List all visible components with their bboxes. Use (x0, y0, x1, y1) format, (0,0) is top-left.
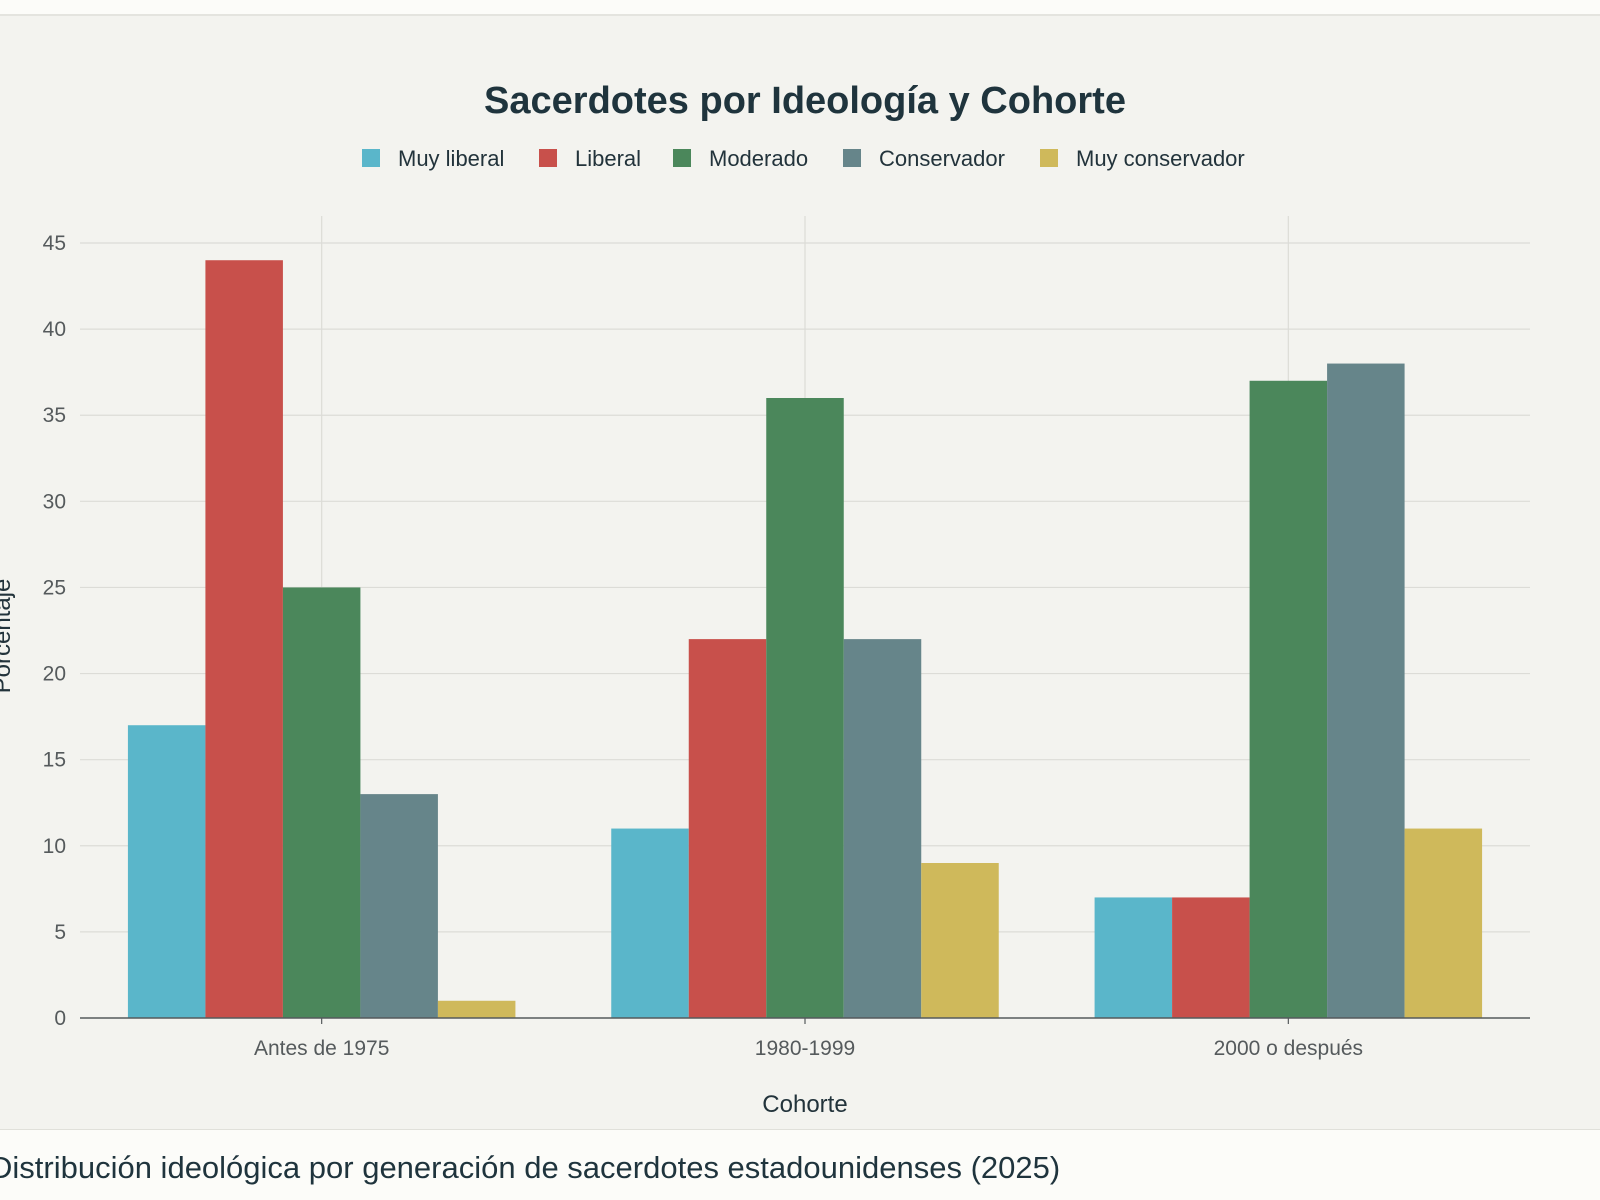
legend-label[interactable]: Liberal (575, 146, 641, 171)
y-axis: 0 5 10 15 20 25 30 35 40 45 (43, 232, 66, 1030)
bar-liberal[interactable] (1172, 897, 1250, 1018)
bar-muy-conservador[interactable] (921, 863, 999, 1018)
bar-moderado[interactable] (1249, 380, 1328, 1018)
legend: Muy liberal Liberal Moderado Conservador Muy… (362, 146, 1245, 171)
y-tick-label: 25 (43, 576, 66, 599)
y-tick-label: 10 (43, 835, 66, 858)
chart-panel: Sacerdotes por Ideología y Cohorte Muy l… (0, 16, 1600, 1129)
bar-muy-conservador[interactable] (437, 1000, 516, 1018)
legend-swatch (1040, 149, 1058, 167)
y-tick-label: 30 (43, 490, 66, 513)
bar-conservador[interactable] (1327, 363, 1405, 1018)
bottom-divider (0, 1129, 1600, 1130)
bar-conservador[interactable] (843, 639, 922, 1018)
y-tick-label: 45 (43, 232, 66, 255)
x-axis-title: Cohorte (762, 1091, 847, 1118)
x-tick-label: 1980-1999 (755, 1037, 855, 1060)
bar-muy-liberal[interactable] (1094, 897, 1173, 1018)
bar-liberal[interactable] (205, 260, 283, 1018)
x-axis: Antes de 1975 1980-1999 2000 o después (80, 1017, 1530, 1060)
chart-title: Sacerdotes por Ideología y Cohorte (484, 80, 1126, 122)
bar-moderado[interactable] (282, 587, 361, 1018)
x-tick-label: 2000 o después (1214, 1037, 1363, 1060)
y-tick-label: 20 (43, 663, 66, 686)
legend-swatch (843, 149, 861, 167)
legend-label[interactable]: Moderado (709, 146, 808, 171)
y-tick-label: 0 (54, 1007, 66, 1030)
top-divider (0, 14, 1600, 16)
bars (127, 260, 1483, 1018)
y-tick-label: 5 (54, 921, 66, 944)
legend-label[interactable]: Conservador (879, 146, 1005, 171)
legend-swatch (362, 149, 380, 167)
legend-label[interactable]: Muy conservador (1076, 146, 1245, 171)
legend-swatch (673, 149, 691, 167)
legend-label[interactable]: Muy liberal (398, 146, 504, 171)
bar-moderado[interactable] (766, 398, 844, 1018)
bar-muy-liberal[interactable] (127, 725, 206, 1018)
x-tick-label: Antes de 1975 (254, 1037, 389, 1060)
figure-caption: Distribución ideológica por generación d… (0, 1150, 1061, 1185)
y-tick-label: 40 (43, 318, 66, 341)
bar-liberal[interactable] (688, 639, 767, 1018)
y-tick-label: 15 (43, 749, 66, 772)
bar-muy-liberal[interactable] (611, 828, 689, 1018)
legend-swatch (539, 149, 557, 167)
bar-muy-conservador[interactable] (1404, 828, 1483, 1018)
bar-conservador[interactable] (360, 794, 438, 1018)
y-axis-title: Porcentaje (0, 579, 16, 694)
chart-svg: Sacerdotes por Ideología y Cohorte Muy l… (0, 80, 1530, 1118)
y-tick-label: 35 (43, 404, 66, 427)
